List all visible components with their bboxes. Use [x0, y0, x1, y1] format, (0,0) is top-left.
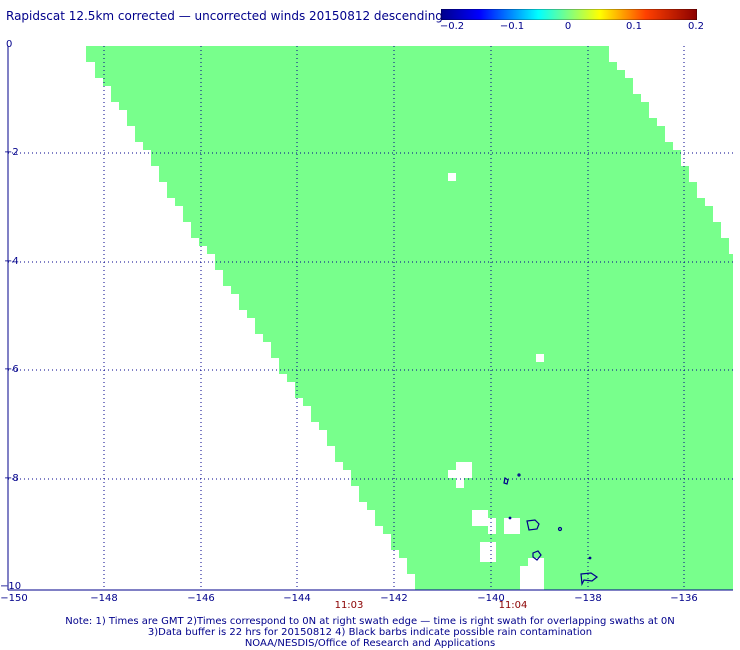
colorbar-label-zero: 0: [564, 21, 572, 32]
y-label-10: −10: [0, 581, 22, 592]
y-label-4: −4: [4, 256, 19, 267]
note-line-3: NOAA/NESDIS/Office of Research and Appli…: [244, 638, 496, 649]
map-title: Rapidscat 12.5km corrected — uncorrected…: [6, 9, 443, 23]
axes: [7, 46, 733, 591]
x-label-146: −146: [187, 593, 215, 604]
y-label-0: 0: [6, 39, 13, 50]
colorbar-label-min: −0.2: [439, 21, 465, 32]
x-label-136: −136: [670, 593, 698, 604]
x-label-150: −150: [0, 593, 28, 604]
note-line-2: 3)Data buffer is 22 hrs for 20150812 4) …: [147, 627, 593, 638]
x-label-138: −138: [574, 593, 602, 604]
y-label-6: −6: [4, 364, 19, 375]
time-label-1104: 11:04: [498, 600, 528, 611]
island-outlines: [503, 473, 599, 587]
data-gaps: [448, 173, 544, 590]
y-label-2: −2: [4, 147, 19, 158]
note-line-1: Note: 1) Times are GMT 2)Times correspon…: [65, 616, 675, 627]
colorbar: [441, 9, 697, 20]
colorbar-label-neg: −0.1: [499, 21, 525, 32]
x-label-144: −144: [283, 593, 311, 604]
wind-swath: [86, 46, 733, 590]
time-label-1103: 11:03: [334, 600, 364, 611]
x-label-148: −148: [90, 593, 118, 604]
y-label-8: −8: [4, 473, 19, 484]
gridlines: [8, 46, 733, 590]
x-label-142: −142: [380, 593, 408, 604]
colorbar-label-max: 0.2: [688, 21, 704, 32]
colorbar-label-pos: 0.1: [626, 21, 642, 32]
x-label-140: −140: [477, 593, 505, 604]
